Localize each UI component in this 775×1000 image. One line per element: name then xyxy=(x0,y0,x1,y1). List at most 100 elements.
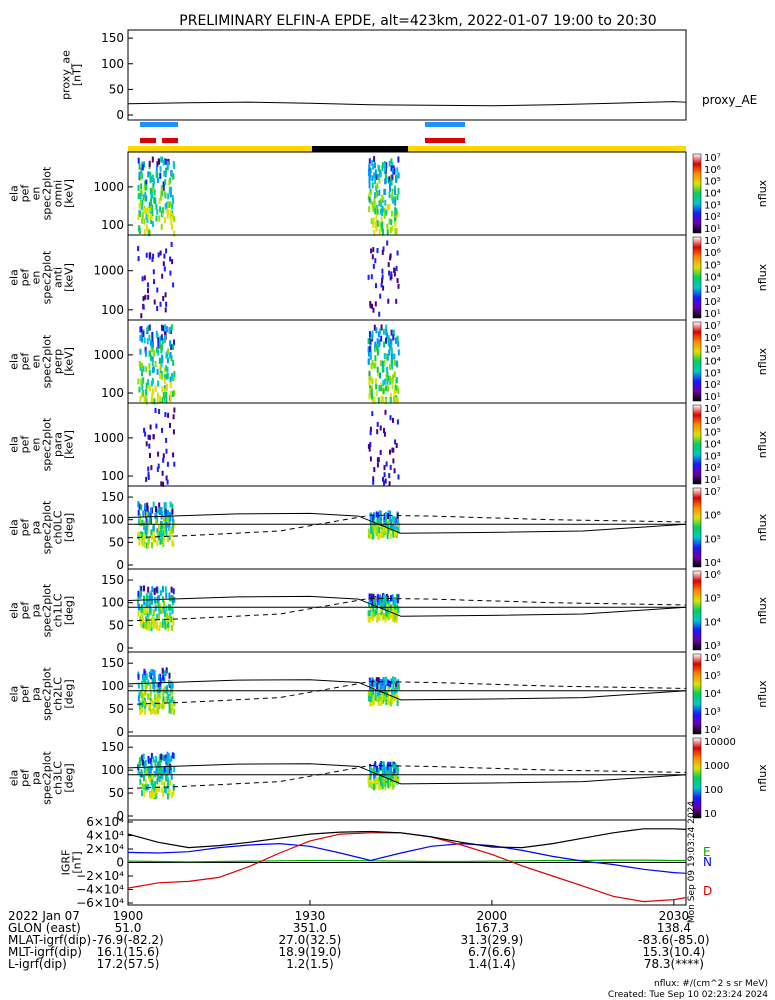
spectrogram-cell xyxy=(169,191,172,198)
spectrogram-cell xyxy=(371,782,374,789)
blue-bar-1 xyxy=(140,122,178,127)
colorbar-tick-label: 10⁵ xyxy=(704,177,721,188)
spectrogram-cell xyxy=(367,274,370,280)
pa_ch0-tick-label: 150 xyxy=(101,490,124,504)
spectrogram-cell xyxy=(388,191,391,198)
spectrogram-cell xyxy=(148,517,151,524)
spectrogram-cell xyxy=(170,186,173,193)
spectrogram-cell xyxy=(168,512,171,519)
spectrogram-cell xyxy=(137,501,140,508)
colorbar-tick-label: 10² xyxy=(704,725,721,736)
spectrogram-cell xyxy=(148,671,151,678)
spectrogram-cell xyxy=(167,193,170,200)
spectrogram-cell xyxy=(373,679,376,686)
spectrogram-cell xyxy=(151,392,154,399)
spectrogram-cell xyxy=(378,599,381,606)
spectrogram-cell xyxy=(380,396,383,403)
spectrogram-cell xyxy=(156,177,159,184)
spectrogram-cell xyxy=(369,456,372,462)
spectrogram-cell xyxy=(155,624,158,630)
footer-cell: 78.3(****) xyxy=(644,957,704,971)
footer-cell: 31.3(29.9) xyxy=(461,933,524,947)
spectrogram-cell xyxy=(155,203,158,210)
spectrogram-cell xyxy=(383,166,386,173)
spectrogram-cell xyxy=(169,422,171,428)
spectrogram-cell xyxy=(379,198,382,205)
colorbar-tick-label: 10⁴ xyxy=(704,617,721,628)
spectrogram-cell xyxy=(385,461,388,467)
spectrogram-cell xyxy=(389,393,392,400)
spectrogram-cell xyxy=(137,509,140,516)
spectrogram-cell xyxy=(379,171,382,178)
spectrogram-cell xyxy=(397,283,400,289)
spectrogram-cell xyxy=(386,533,389,539)
spectrogram-cell xyxy=(157,337,160,344)
spectrogram-cell xyxy=(167,694,170,701)
spectrogram-cell xyxy=(168,707,171,714)
spectrogram-cell xyxy=(145,602,148,609)
spectrogram-cell xyxy=(396,167,399,174)
spectrogram-cell xyxy=(165,158,168,165)
spectrogram-cell xyxy=(145,682,148,689)
spectrogram-cell xyxy=(382,594,385,601)
spectrogram-cell xyxy=(376,338,379,345)
colorbar-tick-label: 10⁷ xyxy=(704,487,721,498)
spectrogram-cell xyxy=(139,326,142,333)
spectrogram-cell xyxy=(382,328,385,335)
spectrogram-cell xyxy=(377,174,380,181)
spectrogram-cell xyxy=(144,779,147,786)
spectrogram-cell xyxy=(380,680,383,687)
spectrogram-cell xyxy=(372,217,375,224)
spectrogram-cell xyxy=(367,776,370,783)
spectrogram-cell xyxy=(164,203,167,210)
spectrogram-cell xyxy=(172,374,175,381)
spectrogram-cell xyxy=(371,201,374,208)
spectrogram-cell xyxy=(161,156,164,163)
spectrogram-cell xyxy=(170,755,173,762)
colorbar-tick-label: 10⁶ xyxy=(704,570,721,581)
spectrogram-cell xyxy=(166,777,169,784)
spectrogram-cell xyxy=(160,481,163,487)
spectrogram-cell xyxy=(172,616,175,623)
spectrogram-cell xyxy=(137,682,140,689)
axis-label-line: pef xyxy=(19,768,32,787)
spectrogram-cell xyxy=(141,384,144,391)
spectrogram-cell xyxy=(369,777,372,784)
spectrogram-cell xyxy=(394,603,396,610)
spectrogram-cell xyxy=(371,411,374,417)
spectrogram-cell xyxy=(154,408,157,413)
spectrogram-cell xyxy=(382,380,385,387)
spectrogram-cell xyxy=(139,193,142,200)
spectrogram-cell xyxy=(374,208,377,215)
spectrogram-cell xyxy=(145,524,148,531)
spectrogram-cell xyxy=(395,693,398,700)
spectrogram-cell xyxy=(158,215,161,222)
spectrogram-cell xyxy=(162,392,165,398)
spectrogram-cell xyxy=(157,682,160,688)
spectrogram-cell xyxy=(392,329,395,336)
spectrogram-cell xyxy=(147,288,149,294)
spectrogram-cell xyxy=(149,171,152,178)
axis-label-line: ela xyxy=(8,185,21,202)
spectrogram-cell xyxy=(376,765,378,772)
spectrogram-cell xyxy=(170,624,173,631)
spectrogram-cell xyxy=(150,218,153,224)
spectrogram-cell xyxy=(162,691,165,698)
spectrogram-cell xyxy=(384,780,387,787)
spectrogram-cell xyxy=(392,615,394,622)
spectrogram-cell xyxy=(384,526,387,533)
spectrogram-cell xyxy=(150,617,153,624)
spectrogram-cell xyxy=(159,301,162,307)
spectrogram-cell xyxy=(161,386,164,393)
spectrogram-cell xyxy=(155,792,158,799)
spectrogram-cell xyxy=(157,252,160,258)
spectrogram-cell xyxy=(166,164,169,171)
spectrogram-cell xyxy=(159,538,162,545)
spectrogram-cell xyxy=(383,779,386,786)
spectrogram-cell xyxy=(161,779,163,786)
spectrogram-cell xyxy=(151,586,154,593)
spectrogram-cell xyxy=(392,676,394,683)
spectrogram-cell xyxy=(145,382,148,389)
spectrogram-cell xyxy=(166,757,169,764)
anti-loss-cone-line xyxy=(127,681,687,705)
